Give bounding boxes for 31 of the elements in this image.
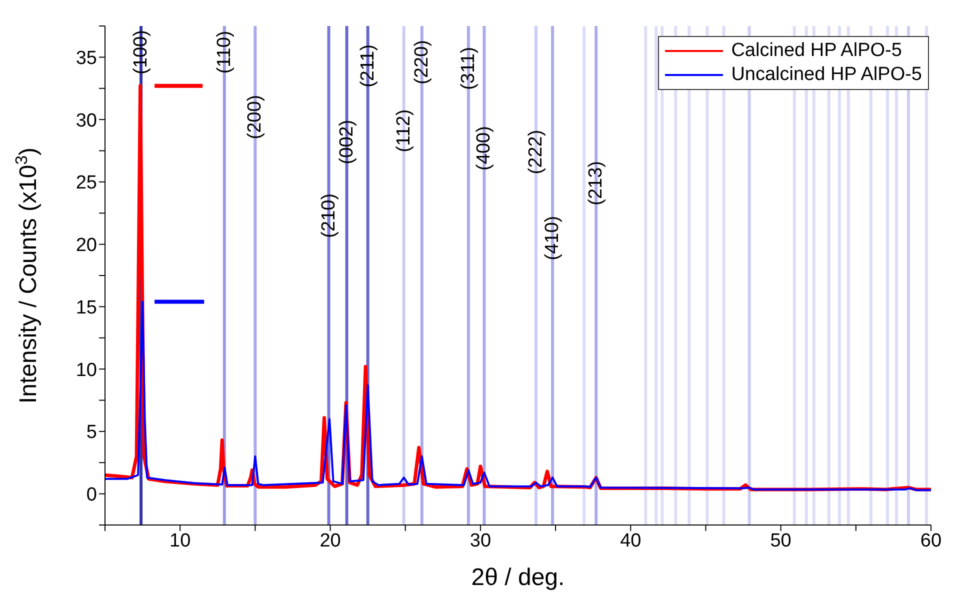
x-axis-title: 2θ / deg. [471, 564, 565, 591]
legend-label: Uncalcined HP AlPO-5 [731, 63, 922, 87]
annotation: (200) [244, 94, 266, 140]
y-tick-label: 20 [76, 235, 97, 256]
y-tick-label: 10 [76, 360, 97, 381]
annotation: (311) [458, 46, 479, 90]
annotation: (213) [586, 161, 607, 206]
annotation: (211) [357, 44, 378, 88]
annotation: (100) [130, 30, 152, 74]
x-tick-label: 20 [320, 530, 341, 552]
annotation: (222) [526, 130, 547, 174]
legend-label: Calcined HP AlPO-5 [731, 39, 902, 63]
x-tick-label: 60 [920, 530, 942, 552]
y-tick-label: 5 [86, 422, 97, 444]
annotation: (002) [336, 120, 358, 164]
y-tick-label: 0 [86, 484, 97, 506]
annotation: (110) [214, 30, 235, 74]
y-tick-label: 25 [76, 172, 97, 194]
line-series [105, 300, 931, 492]
y-tick-label: 35 [76, 48, 97, 69]
x-tick-label: 50 [770, 530, 792, 552]
y-tick-label: 30 [76, 110, 97, 132]
annotation: (410) [542, 216, 564, 260]
y-tick-label: 15 [76, 297, 97, 318]
x-tick-label: 10 [170, 530, 191, 552]
annotation: (112) [393, 109, 414, 152]
annotation: (220) [411, 40, 432, 84]
x-tick-label: 30 [470, 530, 492, 552]
annotation: (400) [474, 126, 495, 170]
x-tick-label: 40 [620, 530, 642, 552]
annotation: (210) [318, 193, 340, 238]
